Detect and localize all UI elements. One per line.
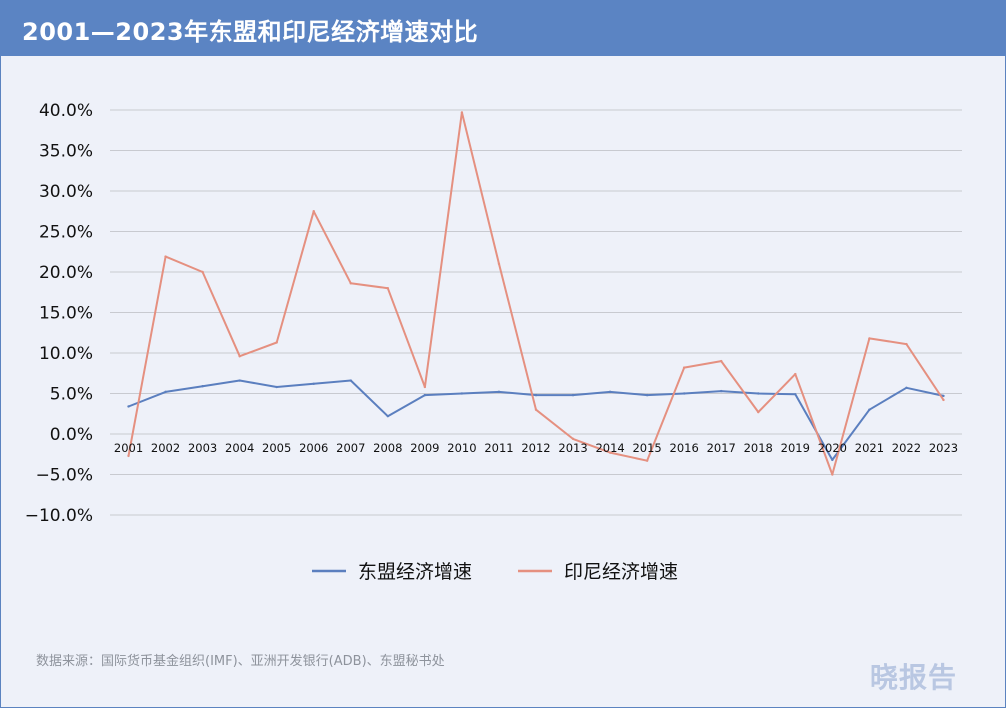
chart-area: 40.0% 35.0% 30.0% 25.0% 20.0% 15.0% 10.0% 5.0% 0… (25, 101, 962, 583)
x-tick-label: 2007 (336, 441, 365, 455)
data-point (905, 386, 908, 390)
y-tick-label: −10.0% (25, 506, 93, 526)
data-point (571, 393, 575, 397)
x-tick-label: 2009 (410, 441, 439, 455)
data-point (423, 393, 427, 397)
data-point (201, 270, 204, 274)
x-tick-label: 2011 (484, 441, 513, 455)
data-point (645, 393, 649, 397)
data-point (794, 372, 797, 376)
data-point (164, 390, 167, 394)
data-point (164, 255, 167, 258)
page-title: 2001—2023年东盟和印尼经济增速对比 (22, 18, 479, 46)
title-bar: 2001—2023年东盟和印尼经济增速对比 (0, 0, 1006, 56)
data-point (645, 459, 649, 462)
x-tick-label: 2022 (892, 441, 921, 455)
data-point (608, 451, 612, 454)
data-point (460, 111, 464, 114)
data-point (831, 458, 834, 462)
data-point (757, 392, 760, 395)
data-point (349, 282, 352, 285)
data-point (275, 385, 278, 389)
data-point (312, 382, 315, 385)
data-point (275, 341, 278, 344)
y-tick-label: 0.0% (50, 425, 93, 445)
data-point (386, 414, 390, 418)
data-point (720, 389, 723, 393)
x-tick-label: 2020 (818, 441, 847, 455)
y-tick-label: −5.0% (36, 466, 93, 486)
data-point (386, 287, 390, 290)
x-tick-label: 2003 (188, 441, 217, 455)
x-tick-label: 2017 (707, 441, 736, 455)
y-tick-label: 10.0% (39, 344, 93, 364)
data-point (942, 398, 945, 402)
y-tick-label: 25.0% (39, 223, 93, 243)
data-point (905, 342, 908, 346)
x-tick-label: 2023 (929, 441, 958, 455)
data-point (423, 385, 427, 389)
data-point (127, 454, 130, 458)
series-line-indonesia (127, 111, 945, 476)
x-tick-label: 2019 (781, 441, 810, 455)
data-point (942, 394, 945, 398)
data-point (497, 390, 501, 394)
data-point (682, 392, 686, 395)
x-tick-label: 2010 (447, 441, 476, 455)
data-point (201, 385, 204, 388)
data-point (757, 410, 760, 414)
data-point (127, 405, 130, 408)
data-point (794, 393, 797, 396)
brand-logo: 晓报告 (870, 661, 958, 694)
data-point (534, 393, 538, 397)
x-tick-label: 2005 (262, 441, 291, 455)
y-tick-label: 40.0% (39, 101, 93, 121)
x-tick-label: 2008 (373, 441, 402, 455)
x-tick-label: 2021 (855, 441, 884, 455)
data-point (312, 210, 315, 213)
data-point (534, 408, 538, 411)
data-point (868, 408, 871, 411)
data-point (497, 262, 501, 266)
x-tick-label: 2013 (558, 441, 587, 455)
data-point (868, 337, 871, 340)
legend-label: 东盟经济增速 (358, 561, 472, 583)
y-tick-label: 5.0% (50, 385, 93, 405)
data-point (831, 473, 834, 476)
x-tick-label: 2014 (595, 441, 624, 455)
source-note: 数据来源：国际货币基金组织(IMF)、亚洲开发银行(ADB)、东盟秘书处 (36, 654, 445, 669)
x-tick-label: 2001 (114, 441, 143, 455)
x-tick-label: 2016 (670, 441, 699, 455)
y-tick-label: 30.0% (39, 182, 93, 202)
x-tick-label: 2018 (744, 441, 773, 455)
data-point (571, 437, 575, 441)
data-point (238, 355, 241, 358)
data-point (238, 379, 241, 382)
x-tick-label: 2015 (632, 441, 661, 455)
x-tick-label: 2002 (151, 441, 180, 455)
data-point (460, 392, 464, 395)
x-tick-label: 2012 (521, 441, 550, 455)
data-point (349, 379, 352, 382)
x-tick-label: 2006 (299, 441, 328, 455)
y-tick-label: 20.0% (39, 263, 93, 283)
data-point (682, 366, 686, 369)
data-point (720, 359, 723, 363)
x-tick-label: 2004 (225, 441, 254, 455)
data-point (608, 390, 612, 394)
y-tick-label: 15.0% (39, 304, 93, 324)
legend-label: 印尼经济增速 (564, 561, 678, 583)
y-tick-label: 35.0% (39, 142, 93, 162)
